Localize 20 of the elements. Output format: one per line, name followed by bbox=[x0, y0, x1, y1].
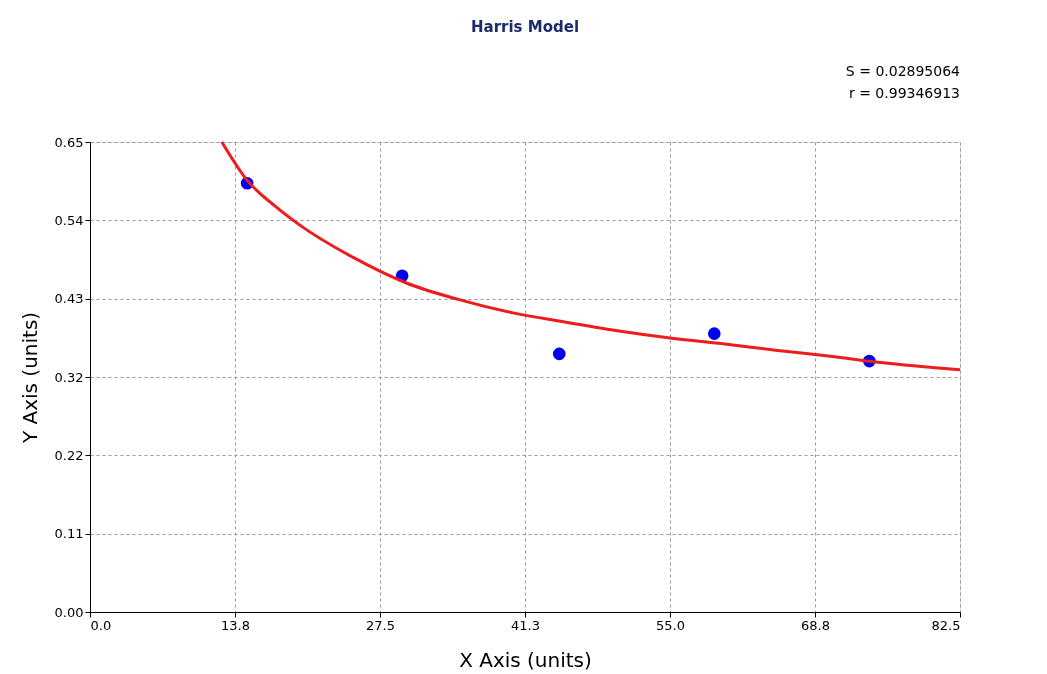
y-tick-label: 0.43 bbox=[54, 291, 84, 307]
y-axis-title: Y Axis (units) bbox=[17, 311, 42, 445]
y-tick-label: 0.11 bbox=[54, 526, 84, 542]
y-tick-label: 0.32 bbox=[54, 369, 84, 385]
x-tick-label: 82.5 bbox=[931, 617, 961, 633]
x-tick-label: 0.0 bbox=[90, 617, 112, 633]
x-tick-label: 41.3 bbox=[511, 617, 540, 633]
text: r = 0.99346913 bbox=[848, 85, 960, 101]
y-tick-label: 0.54 bbox=[54, 212, 84, 228]
line-series bbox=[220, 140, 962, 372]
x-axis-title: X Axis (units) bbox=[459, 647, 592, 672]
y-tick-label: 0.22 bbox=[54, 447, 84, 463]
x-tick-label: 68.8 bbox=[801, 617, 830, 633]
y-tick-label: 0.65 bbox=[54, 134, 84, 150]
x-tick-label: 27.5 bbox=[366, 617, 395, 633]
x-tick-label: 13.8 bbox=[221, 617, 250, 633]
chart-title: Harris Model bbox=[470, 18, 580, 36]
text: S = 0.02895064 bbox=[845, 63, 961, 79]
y-tick-label: 0.00 bbox=[54, 604, 84, 620]
x-tick-label: 55.0 bbox=[656, 617, 685, 633]
